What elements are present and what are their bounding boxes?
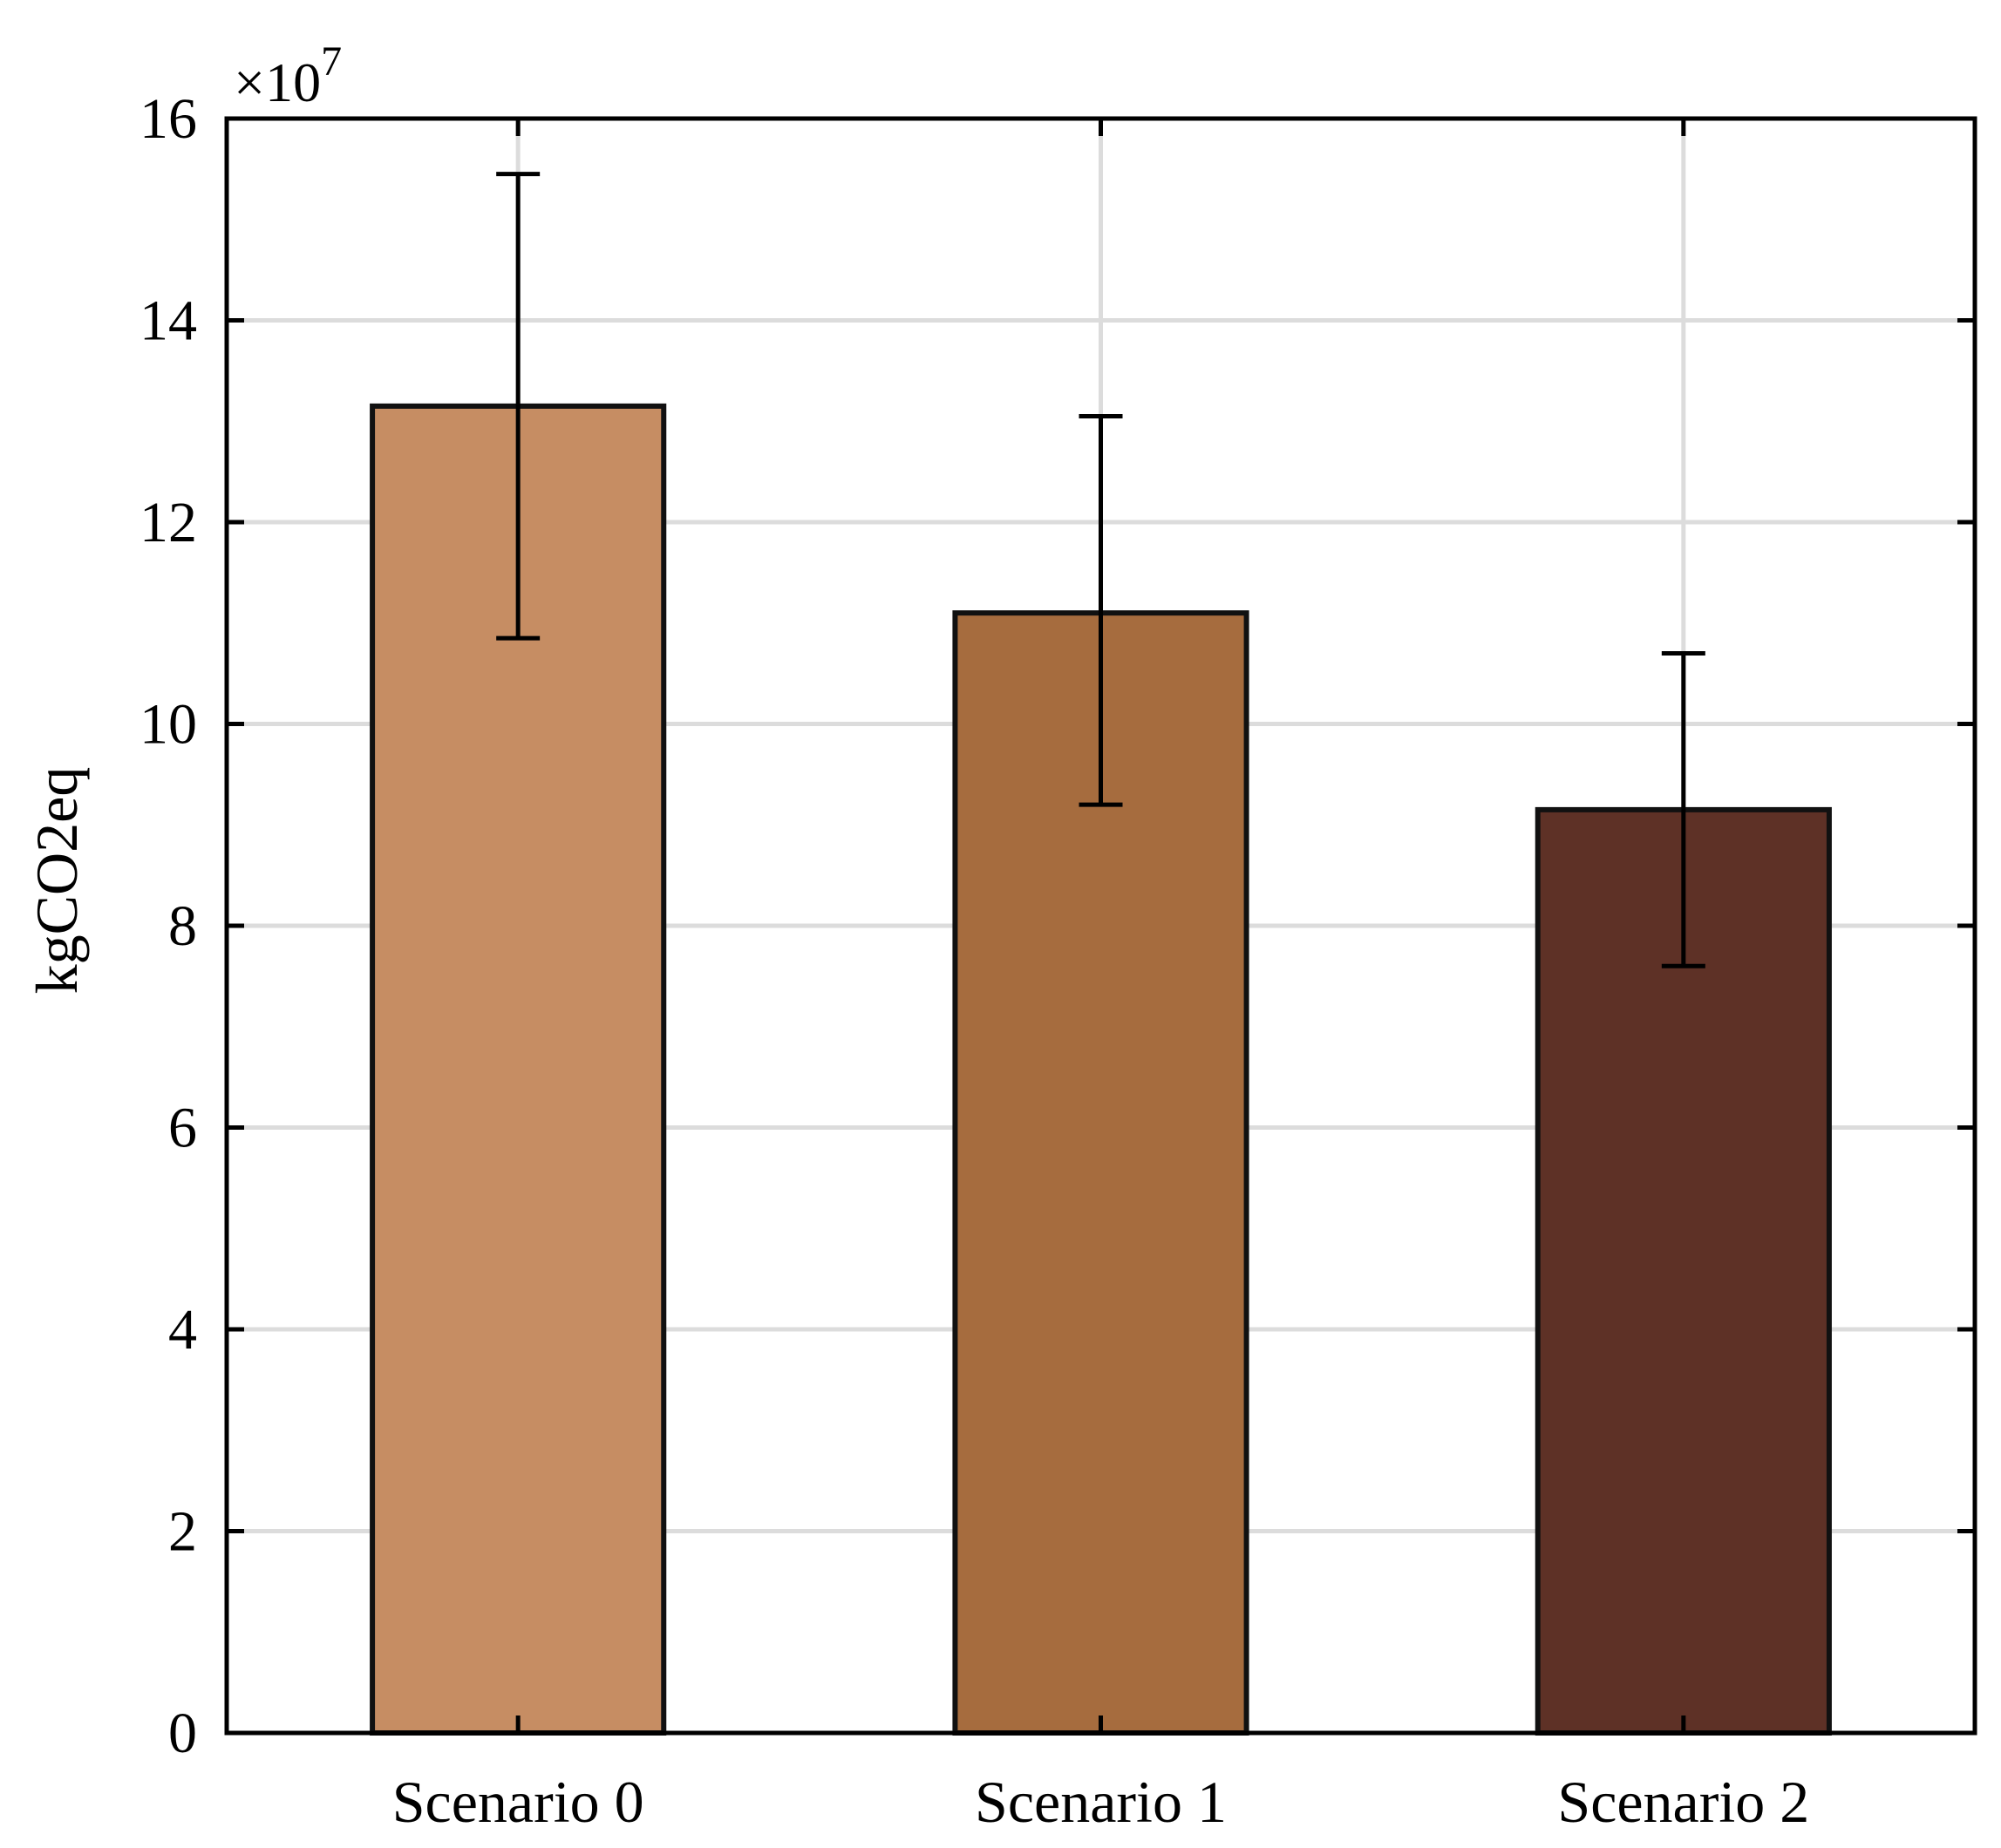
y-axis-label: kgCO2eq: [24, 767, 90, 995]
x-tick-labels: Scenario 0 Scenario 1 Scenario 2: [392, 1769, 1810, 1835]
y-axis-exponent-base: ×10: [234, 51, 321, 113]
y-axis-exponent: ×107: [234, 38, 342, 113]
y-tick-label: 2: [168, 1500, 197, 1564]
x-tick-label: Scenario 1: [975, 1769, 1227, 1835]
y-tick-label: 10: [140, 693, 197, 757]
y-tick-labels: 0 2 4 6 8 10 12 14 16: [140, 87, 197, 1765]
x-tick-label: Scenario 2: [1557, 1769, 1809, 1835]
y-axis-exponent-power: 7: [321, 38, 342, 85]
y-tick-label: 6: [168, 1097, 197, 1160]
error-bars: [496, 172, 1705, 968]
axis-ticks: [227, 116, 1975, 1736]
x-tick-label: Scenario 0: [392, 1769, 644, 1835]
y-tick-label: 12: [140, 491, 197, 554]
y-tick-label: 0: [168, 1702, 197, 1765]
y-tick-label: 4: [168, 1298, 197, 1362]
y-tick-label: 14: [140, 289, 197, 353]
y-tick-label: 16: [140, 87, 197, 151]
y-tick-label: 8: [168, 894, 197, 958]
